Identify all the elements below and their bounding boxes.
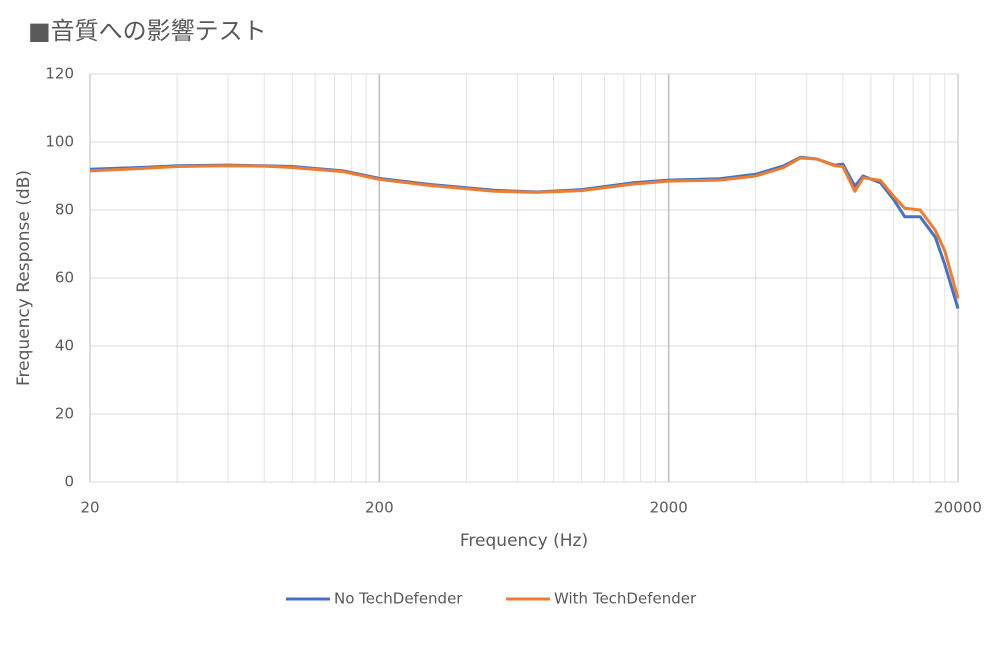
- plot-border: [89, 73, 959, 483]
- legend-label: No TechDefender: [334, 590, 463, 608]
- y-tick-label: 120: [45, 65, 74, 83]
- x-axis-label: Frequency (Hz): [460, 531, 588, 551]
- x-tick-label: 20000: [934, 499, 982, 517]
- x-tick-label: 20: [80, 499, 99, 517]
- legend-label: With TechDefender: [554, 590, 697, 608]
- y-tick-label: 40: [55, 337, 74, 355]
- y-axis-label: Frequency Response (dB): [14, 170, 34, 386]
- y-tick-label: 100: [45, 133, 74, 151]
- x-tick-label: 200: [365, 499, 394, 517]
- y-tick-label: 80: [55, 201, 74, 219]
- y-tick-label: 20: [55, 405, 74, 423]
- line-series: [89, 156, 960, 299]
- x-tick-label: 2000: [650, 499, 688, 517]
- y-tick-label: 0: [64, 473, 74, 491]
- chart-title: ■音質への影響テスト: [28, 17, 267, 45]
- line-series: [89, 155, 960, 310]
- y-tick-label: 60: [55, 269, 74, 287]
